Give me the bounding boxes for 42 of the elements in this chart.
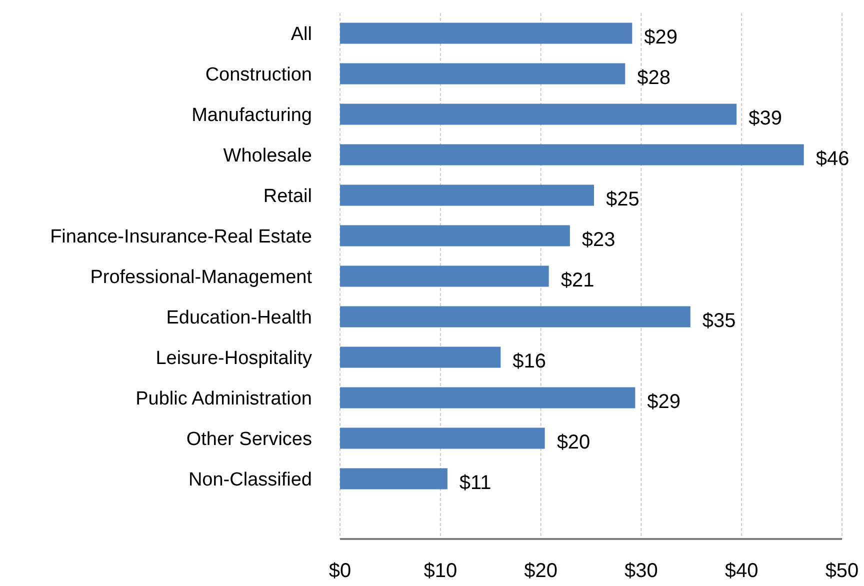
data-label: $11 bbox=[459, 472, 492, 494]
data-label: $16 bbox=[512, 350, 546, 372]
y-tick-label: Retail bbox=[263, 186, 312, 207]
bar bbox=[340, 22, 632, 44]
y-tick-label: Manufacturing bbox=[192, 104, 312, 126]
x-tick-label: $50 bbox=[825, 560, 859, 582]
y-tick-label: Finance-Insurance-Real Estate bbox=[50, 226, 312, 248]
bar bbox=[340, 306, 690, 328]
bar bbox=[340, 266, 549, 287]
data-label: $29 bbox=[644, 26, 678, 48]
data-label: $46 bbox=[816, 148, 850, 170]
x-tick-label: $40 bbox=[724, 560, 758, 582]
data-label: $39 bbox=[748, 107, 782, 130]
x-tick-label: $30 bbox=[624, 560, 658, 582]
data-label: $23 bbox=[582, 228, 616, 251]
bar bbox=[340, 144, 804, 166]
data-label: $20 bbox=[556, 431, 590, 454]
y-tick-label: Professional-Management bbox=[90, 266, 313, 288]
x-tick-label: $20 bbox=[524, 560, 558, 582]
bar bbox=[340, 346, 501, 368]
bar bbox=[340, 63, 626, 84]
y-tick-label: Education-Health bbox=[166, 307, 312, 328]
y-tick-label: Leisure-Hospitality bbox=[156, 348, 312, 369]
y-tick-label: Construction bbox=[205, 64, 312, 86]
bar bbox=[340, 104, 737, 125]
bar bbox=[340, 184, 594, 206]
y-tick-label: All bbox=[290, 24, 312, 45]
bar bbox=[340, 468, 448, 490]
x-tick-label: $0 bbox=[328, 560, 352, 582]
y-tick-label: Non-Classified bbox=[188, 469, 312, 490]
data-label: $35 bbox=[702, 310, 736, 332]
data-label: $28 bbox=[637, 66, 671, 89]
y-tick-label: Other Services bbox=[186, 428, 312, 450]
bar bbox=[340, 387, 636, 408]
y-tick-label: Public Administration bbox=[136, 388, 312, 410]
data-label: $29 bbox=[647, 390, 681, 413]
data-label: $25 bbox=[606, 188, 640, 210]
x-tick-label: $10 bbox=[424, 560, 458, 582]
y-tick-label: Wholesale bbox=[223, 145, 312, 166]
data-label: $21 bbox=[560, 269, 594, 292]
bar bbox=[340, 225, 570, 246]
bar bbox=[340, 428, 545, 449]
